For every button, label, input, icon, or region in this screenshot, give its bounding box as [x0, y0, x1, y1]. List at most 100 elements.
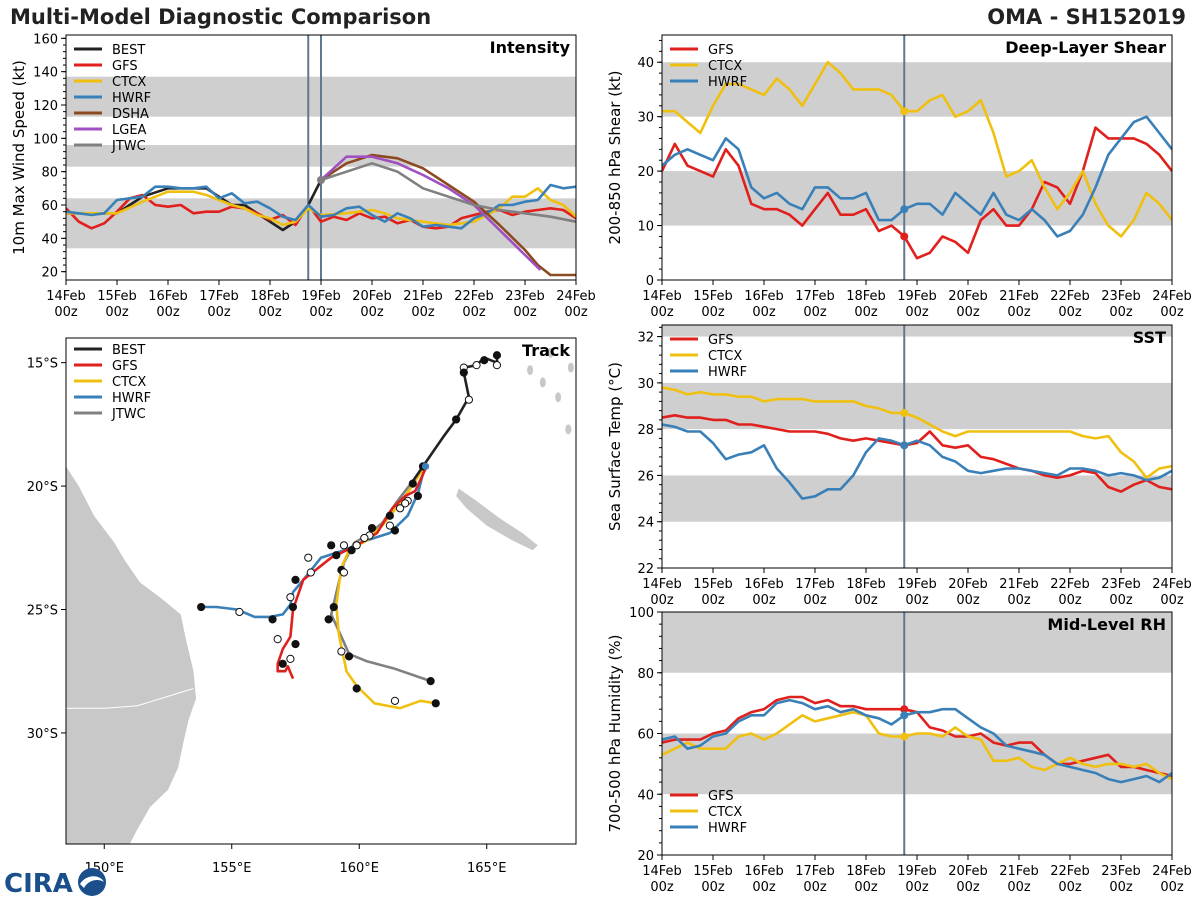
- panel-sst: 22242628303214Feb00z15Feb00z16Feb00z17Fe…: [606, 324, 1192, 608]
- track-position-marker: [339, 568, 349, 577]
- x-tick-label-hour: 00z: [1109, 593, 1133, 608]
- x-tick-label-day: 18Feb: [846, 289, 886, 304]
- y-tick-label: 30: [637, 111, 654, 126]
- y-tick-label: 20: [41, 266, 58, 281]
- panel-title: Track: [522, 341, 570, 360]
- x-tick-label-hour: 00z: [752, 305, 776, 320]
- x-tick-label-day: 23Feb: [1101, 289, 1141, 304]
- x-tick-label-hour: 00z: [411, 305, 435, 320]
- shaded-band: [662, 475, 1172, 522]
- map-area: [66, 347, 574, 844]
- x-tick-label-hour: 00z: [905, 880, 929, 895]
- storm-id: OMA - SH152019: [987, 5, 1186, 29]
- legend-label-hwrf: HWRF: [112, 391, 151, 406]
- y-tick-label: 0: [646, 274, 654, 289]
- track-position-marker: [413, 491, 422, 501]
- x-tick-label-hour: 00z: [1058, 593, 1082, 608]
- series-jtwc: [320, 162, 576, 223]
- legend-label-gfs: GFS: [708, 333, 734, 348]
- track-position-marker: [337, 647, 346, 656]
- track-position-marker: [235, 607, 244, 617]
- track-position-marker: [385, 521, 394, 530]
- track-position-marker: [431, 699, 440, 708]
- y-tick-label: 30: [637, 377, 654, 392]
- x-tick-label-hour: 00z: [1160, 593, 1184, 608]
- x-tick-label-hour: 00z: [701, 593, 725, 608]
- lon-tick-label: 160°E: [339, 861, 379, 876]
- x-tick-label-day: 16Feb: [744, 864, 784, 879]
- panel-rh: 2040608010014Feb00z15Feb00z16Feb00z17Feb…: [606, 606, 1192, 895]
- x-tick-label-day: 19Feb: [301, 289, 341, 304]
- track-position-marker: [306, 568, 315, 577]
- x-tick-label-hour: 00z: [513, 305, 537, 320]
- track-position-marker: [304, 553, 313, 562]
- track-position-marker: [332, 551, 341, 560]
- x-tick-label-hour: 00z: [956, 880, 980, 895]
- track-position-marker: [286, 654, 295, 663]
- y-axis-label: Sea Surface Temp (°C): [606, 362, 624, 531]
- vanuatu-island: [527, 365, 534, 376]
- panel-title: Mid-Level RH: [1047, 615, 1166, 634]
- y-tick-label: 32: [637, 331, 654, 346]
- x-tick-label-hour: 00z: [752, 880, 776, 895]
- track-position-marker: [291, 639, 300, 649]
- legend-label-gfs: GFS: [112, 59, 138, 74]
- shaded-band: [662, 171, 1172, 226]
- track-position-marker: [385, 511, 394, 520]
- lat-tick-label: 20°S: [27, 480, 58, 495]
- x-tick-label-day: 23Feb: [1101, 577, 1141, 592]
- track-position-marker: [329, 602, 338, 612]
- y-tick-label: 140: [33, 66, 58, 81]
- x-tick-label-hour: 00z: [752, 593, 776, 608]
- vanuatu-island: [539, 377, 546, 388]
- init-marker-ctcx: [900, 408, 909, 417]
- legend-label-hwrf: HWRF: [112, 91, 151, 106]
- track-position-marker: [492, 351, 502, 360]
- x-tick-label-hour: 00z: [1058, 305, 1082, 320]
- series-ctcx: [662, 60, 1172, 238]
- x-tick-label-hour: 00z: [1109, 880, 1133, 895]
- x-tick-label-hour: 00z: [854, 593, 878, 608]
- lon-tick-label: 155°E: [212, 861, 252, 876]
- logo-swirl-icon: [80, 876, 104, 888]
- x-tick-label-day: 21Feb: [403, 289, 443, 304]
- x-tick-label-hour: 00z: [54, 305, 78, 320]
- x-tick-label-day: 14Feb: [46, 289, 86, 304]
- x-tick-label-day: 17Feb: [795, 577, 835, 592]
- x-tick-label-day: 21Feb: [999, 289, 1039, 304]
- legend-label-ctcx: CTCX: [708, 59, 742, 74]
- page-title: Multi-Model Diagnostic Comparison: [10, 5, 432, 29]
- x-tick-label-day: 15Feb: [693, 577, 733, 592]
- panel-track: 150°E 155°E 160°E 165°E15°S20°S25°S30°STrac…: [27, 337, 577, 876]
- y-tick-label: 80: [41, 166, 58, 181]
- track-position-marker: [395, 504, 405, 513]
- x-tick-label-day: 22Feb: [1050, 864, 1090, 879]
- vanuatu-island: [555, 392, 562, 403]
- x-tick-label-hour: 00z: [803, 880, 827, 895]
- x-tick-label-day: 15Feb: [693, 864, 733, 879]
- legend-label-ctcx: CTCX: [708, 349, 742, 364]
- init-marker-ctcx: [900, 732, 909, 741]
- x-tick-label-day: 14Feb: [642, 577, 682, 592]
- init-marker-gfs: [900, 705, 909, 714]
- x-tick-label-hour: 00z: [905, 305, 929, 320]
- legend-label-hwrf: HWRF: [708, 365, 747, 380]
- x-tick-label-hour: 00z: [1007, 593, 1031, 608]
- x-tick-label-hour: 00z: [956, 305, 980, 320]
- x-tick-label-day: 24Feb: [556, 289, 596, 304]
- x-tick-label-day: 20Feb: [948, 289, 988, 304]
- track-position-marker: [352, 684, 361, 693]
- x-tick-label-day: 22Feb: [1050, 577, 1090, 592]
- x-tick-label-day: 19Feb: [897, 577, 937, 592]
- series-hwrf: [662, 698, 1172, 784]
- track-position-marker: [367, 523, 377, 533]
- x-tick-label-hour: 00z: [1109, 305, 1133, 320]
- track-position-marker: [327, 541, 336, 550]
- x-tick-label-day: 14Feb: [642, 289, 682, 304]
- series-gfs: [662, 126, 1172, 260]
- x-tick-label-day: 23Feb: [505, 289, 545, 304]
- track-position-marker: [339, 541, 349, 550]
- vanuatu-island: [547, 347, 554, 358]
- track-position-marker: [268, 615, 277, 624]
- series-hwrf: [662, 115, 1172, 238]
